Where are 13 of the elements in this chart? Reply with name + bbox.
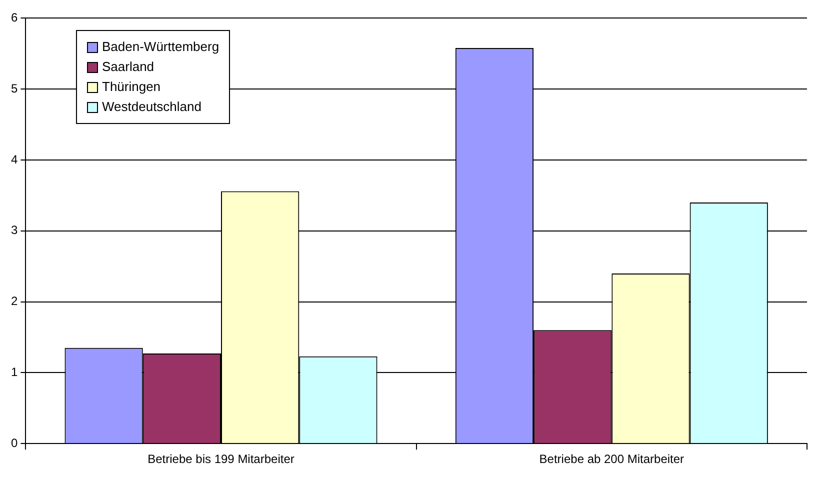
y-tick-label: 5: [10, 81, 18, 96]
x-tick-label: Betriebe bis 199 Mitarbeiter: [148, 452, 294, 466]
y-tick-label: 6: [10, 10, 18, 25]
legend-label: Westdeutschland: [102, 98, 202, 116]
y-tick-label: 1: [10, 365, 18, 380]
y-tick-label: 4: [10, 152, 18, 166]
y-tick-label: 0: [10, 436, 18, 450]
x-tick-label: Betriebe ab 200 Mitarbeiter: [539, 452, 684, 466]
legend-label: Saarland: [102, 58, 154, 76]
legend-label: Thüringen: [102, 78, 161, 96]
y-tick-label: 2: [10, 294, 18, 308]
y-tick-label: 3: [10, 223, 18, 238]
legend-label: Baden-Württemberg: [102, 38, 220, 56]
